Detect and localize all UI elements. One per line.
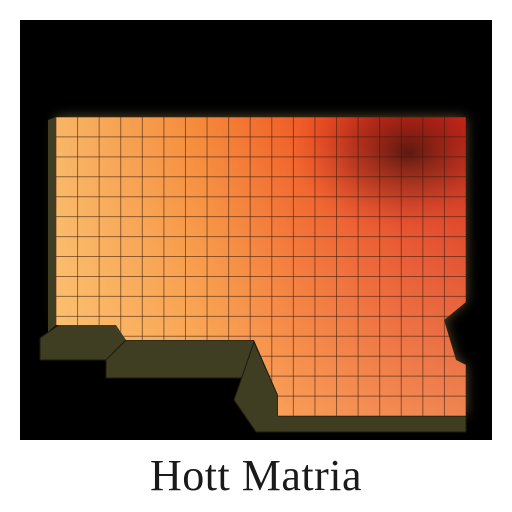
heatmap-panel <box>20 20 492 440</box>
image-caption: Hott Matria <box>149 451 362 500</box>
heatmap-graphic <box>39 117 467 433</box>
ledge-left-wall <box>48 117 56 332</box>
heatmap-ledge <box>39 117 467 433</box>
ledge-middle <box>105 339 261 379</box>
